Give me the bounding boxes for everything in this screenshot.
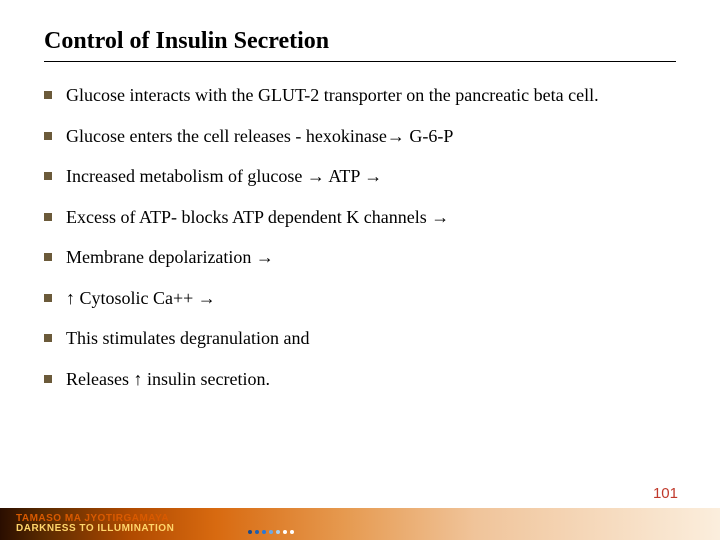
bullet-list: Glucose interacts with the GLUT-2 transp… (44, 84, 676, 390)
footer-line2: DARKNESS TO ILLUMINATION (16, 524, 174, 535)
bullet-icon (44, 91, 52, 99)
list-item: Glucose interacts with the GLUT-2 transp… (44, 84, 676, 107)
slide: Control of Insulin Secretion Glucose int… (0, 0, 720, 540)
bullet-icon (44, 294, 52, 302)
bullet-icon (44, 253, 52, 261)
list-item: Excess of ATP- blocks ATP dependent K ch… (44, 206, 676, 229)
footer-dots-icon (248, 530, 294, 534)
list-item: Glucose enters the cell releases - hexok… (44, 125, 676, 148)
list-item: This stimulates degranulation and (44, 327, 676, 350)
bullet-icon (44, 334, 52, 342)
bullet-text: Membrane depolarization → (66, 246, 274, 269)
bullet-text: Releases ↑ insulin secretion. (66, 368, 270, 391)
bullet-icon (44, 172, 52, 180)
bullet-text: Glucose interacts with the GLUT-2 transp… (66, 84, 599, 107)
bullet-text: Glucose enters the cell releases - hexok… (66, 125, 453, 148)
list-item: Increased metabolism of glucose → ATP → (44, 165, 676, 188)
bullet-icon (44, 132, 52, 140)
list-item: Releases ↑ insulin secretion. (44, 368, 676, 391)
list-item: Membrane depolarization → (44, 246, 676, 269)
bullet-text: Increased metabolism of glucose → ATP → (66, 165, 382, 188)
footer-text: TAMASO MA JYOTIRGAMAYA DARKNESS TO ILLUM… (0, 514, 174, 535)
bullet-icon (44, 375, 52, 383)
bullet-text: This stimulates degranulation and (66, 327, 309, 350)
bullet-icon (44, 213, 52, 221)
list-item: ↑ Cytosolic Ca++ → (44, 287, 676, 310)
bullet-text: ↑ Cytosolic Ca++ → (66, 287, 216, 310)
footer-bar: TAMASO MA JYOTIRGAMAYA DARKNESS TO ILLUM… (0, 508, 720, 540)
slide-title: Control of Insulin Secretion (44, 28, 676, 62)
bullet-text: Excess of ATP- blocks ATP dependent K ch… (66, 206, 449, 229)
page-number: 101 (653, 485, 678, 502)
